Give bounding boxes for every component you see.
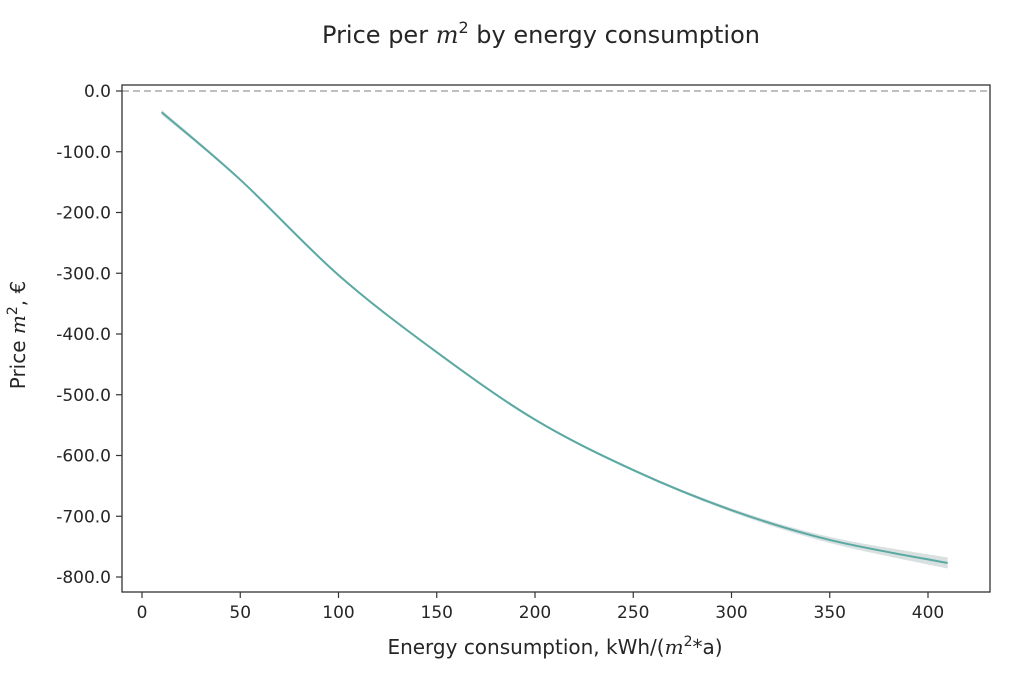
x-tick-label: 200 (519, 603, 551, 623)
y-tick-label: 0.0 (84, 82, 111, 102)
y-tick-label: -700.0 (56, 507, 111, 527)
y-tick-label: -800.0 (56, 568, 111, 588)
y-tick-label: -100.0 (56, 143, 111, 163)
x-tick-label: 350 (814, 603, 846, 623)
x-tick-label: 400 (912, 603, 944, 623)
x-tick-label: 0 (137, 603, 148, 623)
y-tick-label: -600.0 (56, 447, 111, 467)
confidence-band (161, 109, 948, 569)
y-tick-label: -400.0 (56, 325, 111, 345)
y-tick-label: -200.0 (56, 204, 111, 224)
series-line-effect (160, 111, 948, 565)
y-axis-label: Price m2, € (5, 281, 30, 390)
x-tick-label: 250 (617, 603, 649, 623)
x-tick-label: 100 (322, 603, 354, 623)
x-tick-label: 300 (715, 603, 747, 623)
x-axis-label: Energy consumption, kWh/(m2*a) (387, 634, 722, 659)
plot-frame (121, 84, 991, 593)
chart-title: Price per m2 by energy consumption (322, 18, 760, 49)
x-tick-label: 150 (421, 603, 453, 623)
x-tick-label: 50 (229, 603, 251, 623)
y-tick-label: -300.0 (56, 264, 111, 284)
y-tick-label: -500.0 (56, 386, 111, 406)
